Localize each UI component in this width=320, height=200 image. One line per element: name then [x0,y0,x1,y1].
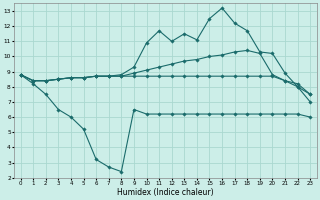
X-axis label: Humidex (Indice chaleur): Humidex (Indice chaleur) [117,188,214,197]
